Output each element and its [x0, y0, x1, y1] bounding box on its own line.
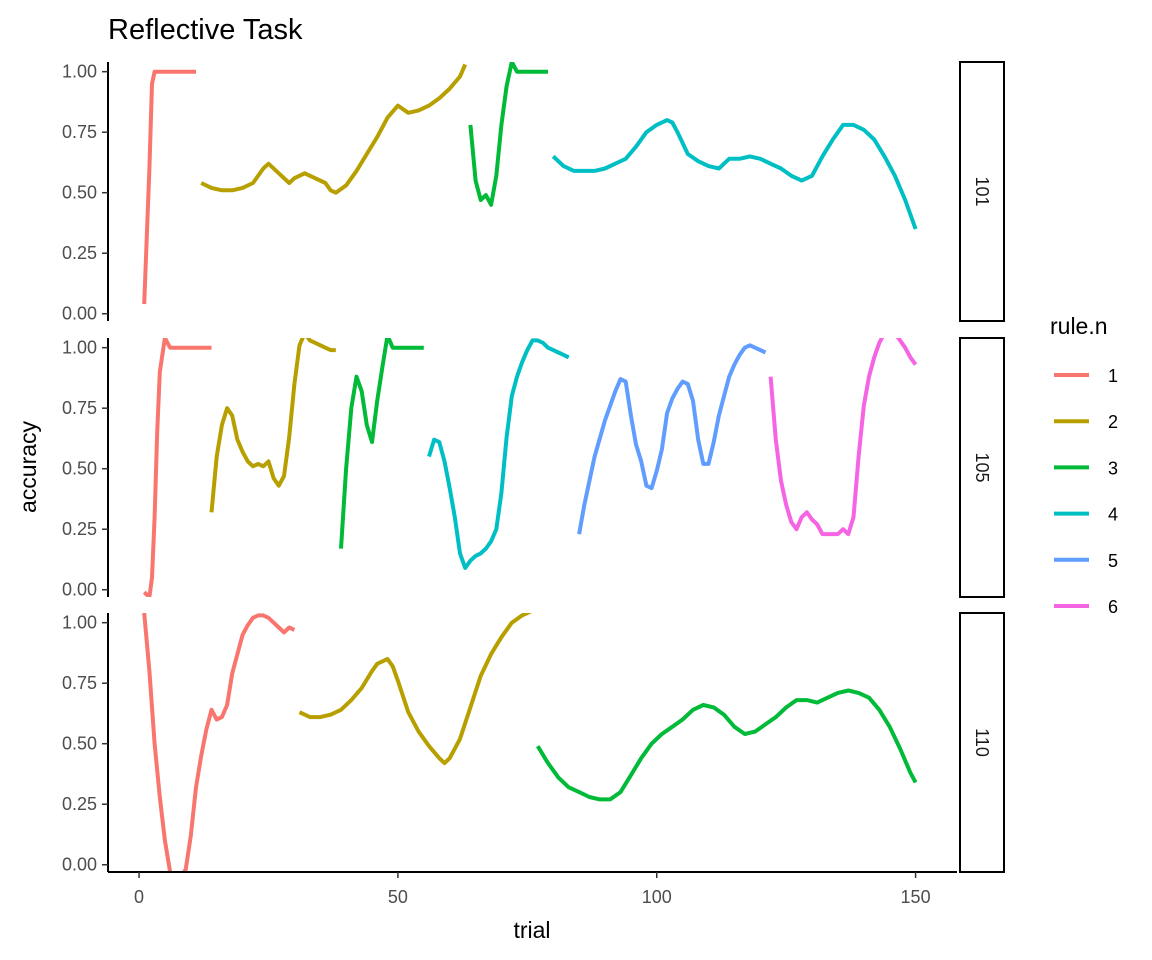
- panel-series-group: [142, 613, 918, 872]
- legend-item-5: 5: [1054, 551, 1118, 571]
- legend-items: 1 2 3 4 5 6: [1054, 366, 1118, 617]
- legend-label: 1: [1108, 366, 1118, 386]
- legend: rule.n 1 2 3 4 5 6: [1050, 313, 1118, 617]
- legend-item-2: 2: [1054, 412, 1118, 432]
- series-line-rule-1: [142, 613, 296, 872]
- facet-strip-label: 105: [972, 452, 992, 482]
- legend-title: rule.n: [1050, 313, 1108, 339]
- legend-label: 6: [1108, 597, 1118, 617]
- y-tick-label: 0.25: [62, 794, 97, 814]
- y-tick-label: 1.00: [62, 338, 97, 358]
- legend-label: 2: [1108, 412, 1118, 432]
- x-tick-label: 0: [134, 887, 144, 907]
- series-line-rule-3: [535, 688, 918, 802]
- series-line-rule-1: [142, 69, 196, 305]
- x-axis-title: trial: [513, 917, 550, 943]
- y-tick-label: 0.00: [62, 304, 97, 324]
- legend-item-4: 4: [1054, 505, 1118, 525]
- x-axis: 0 50 100 150: [108, 871, 957, 907]
- series-line-rule-2: [298, 613, 533, 766]
- series-line-rule-2: [200, 63, 468, 195]
- facet-panels: 0.00 0.25 0.50 0.75 1.00 101 0.00 0.25 0.50 0.75 1…: [62, 61, 1005, 875]
- legend-label: 3: [1108, 458, 1118, 478]
- facet-strip-label: 110: [972, 728, 992, 757]
- plot-title: Reflective Task: [108, 14, 303, 46]
- panel-series-group: [142, 62, 918, 305]
- facet-panel-101: 0.00 0.25 0.50 0.75 1.00 101: [62, 61, 1005, 324]
- series-line-rule-3: [339, 338, 424, 549]
- y-tick-label: 1.00: [62, 62, 97, 82]
- facet-strip-105: [959, 337, 1005, 598]
- y-tick-label: 0.50: [62, 734, 97, 754]
- y-tick-label: 0.75: [62, 398, 97, 418]
- legend-item-6: 6: [1054, 597, 1118, 617]
- series-line-rule-2: [209, 338, 336, 513]
- y-tick-label: 0.75: [62, 122, 97, 142]
- legend-label: 5: [1108, 551, 1118, 571]
- x-tick-label: 50: [388, 887, 408, 907]
- y-tick-label: 1.00: [62, 613, 97, 633]
- legend-item-3: 3: [1054, 458, 1118, 478]
- y-tick-label: 0.00: [62, 580, 97, 600]
- y-tick-label: 0.25: [62, 243, 97, 263]
- series-line-rule-3: [468, 62, 548, 207]
- facet-strip-label: 101: [972, 176, 992, 206]
- facet-panel-110: 0.00 0.25 0.50 0.75 1.00 110: [62, 612, 1005, 875]
- panel-series-group: [142, 338, 918, 597]
- y-axis-title: accuracy: [15, 420, 41, 513]
- series-line-rule-5: [577, 343, 767, 535]
- facet-strip-101: [959, 61, 1005, 322]
- y-tick-label: 0.50: [62, 183, 97, 203]
- y-tick-label: 0.25: [62, 519, 97, 539]
- x-tick-label: 150: [901, 887, 931, 907]
- series-line-rule-1: [142, 338, 212, 597]
- y-tick-label: 0.50: [62, 459, 97, 479]
- y-tick-label: 0.00: [62, 855, 97, 875]
- facet-strip-110: [959, 612, 1005, 873]
- y-tick-label: 0.75: [62, 673, 97, 693]
- series-line-rule-4: [427, 338, 570, 570]
- series-line-rule-6: [768, 338, 918, 537]
- facet-panel-105: 0.00 0.25 0.50 0.75 1.00 105: [62, 337, 1005, 600]
- series-line-rule-4: [551, 118, 918, 230]
- legend-item-1: 1: [1054, 366, 1118, 386]
- legend-label: 4: [1108, 505, 1118, 525]
- x-tick-label: 100: [642, 887, 672, 907]
